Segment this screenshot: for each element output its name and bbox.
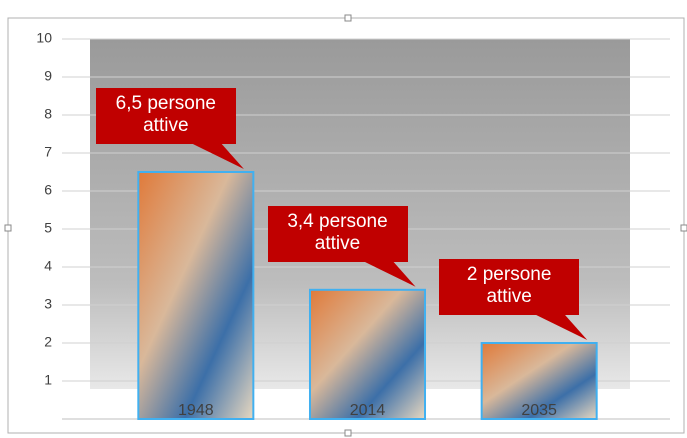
y-tick-label: 2	[44, 334, 52, 350]
handle	[4, 224, 12, 232]
y-tick-label: 3	[44, 296, 52, 312]
bar	[308, 288, 427, 420]
bar	[137, 171, 255, 420]
handle	[344, 429, 352, 437]
x-tick-label: 1948	[178, 402, 214, 419]
callout-tail	[190, 143, 244, 169]
handle	[344, 14, 352, 22]
y-tick-label: 4	[44, 258, 52, 274]
y-tick-label: 6	[44, 182, 52, 198]
y-tick-label: 5	[44, 220, 52, 236]
y-tick-label: 9	[44, 68, 52, 84]
y-tick-label: 8	[44, 106, 52, 122]
data-label: 3,4 persone attive	[267, 205, 408, 262]
x-tick-label: 2014	[350, 402, 386, 419]
data-label: 6,5 persone attive	[95, 88, 236, 144]
data-label: 2 persone attive	[439, 259, 580, 315]
callout-tail	[362, 260, 416, 287]
y-tick-label: 1	[44, 372, 52, 388]
x-tick-label: 2035	[521, 402, 557, 419]
handle	[680, 224, 687, 232]
callout-tail	[534, 314, 588, 340]
y-tick-label: 10	[36, 30, 52, 46]
bar	[480, 342, 598, 420]
y-tick-label: 7	[44, 144, 52, 160]
